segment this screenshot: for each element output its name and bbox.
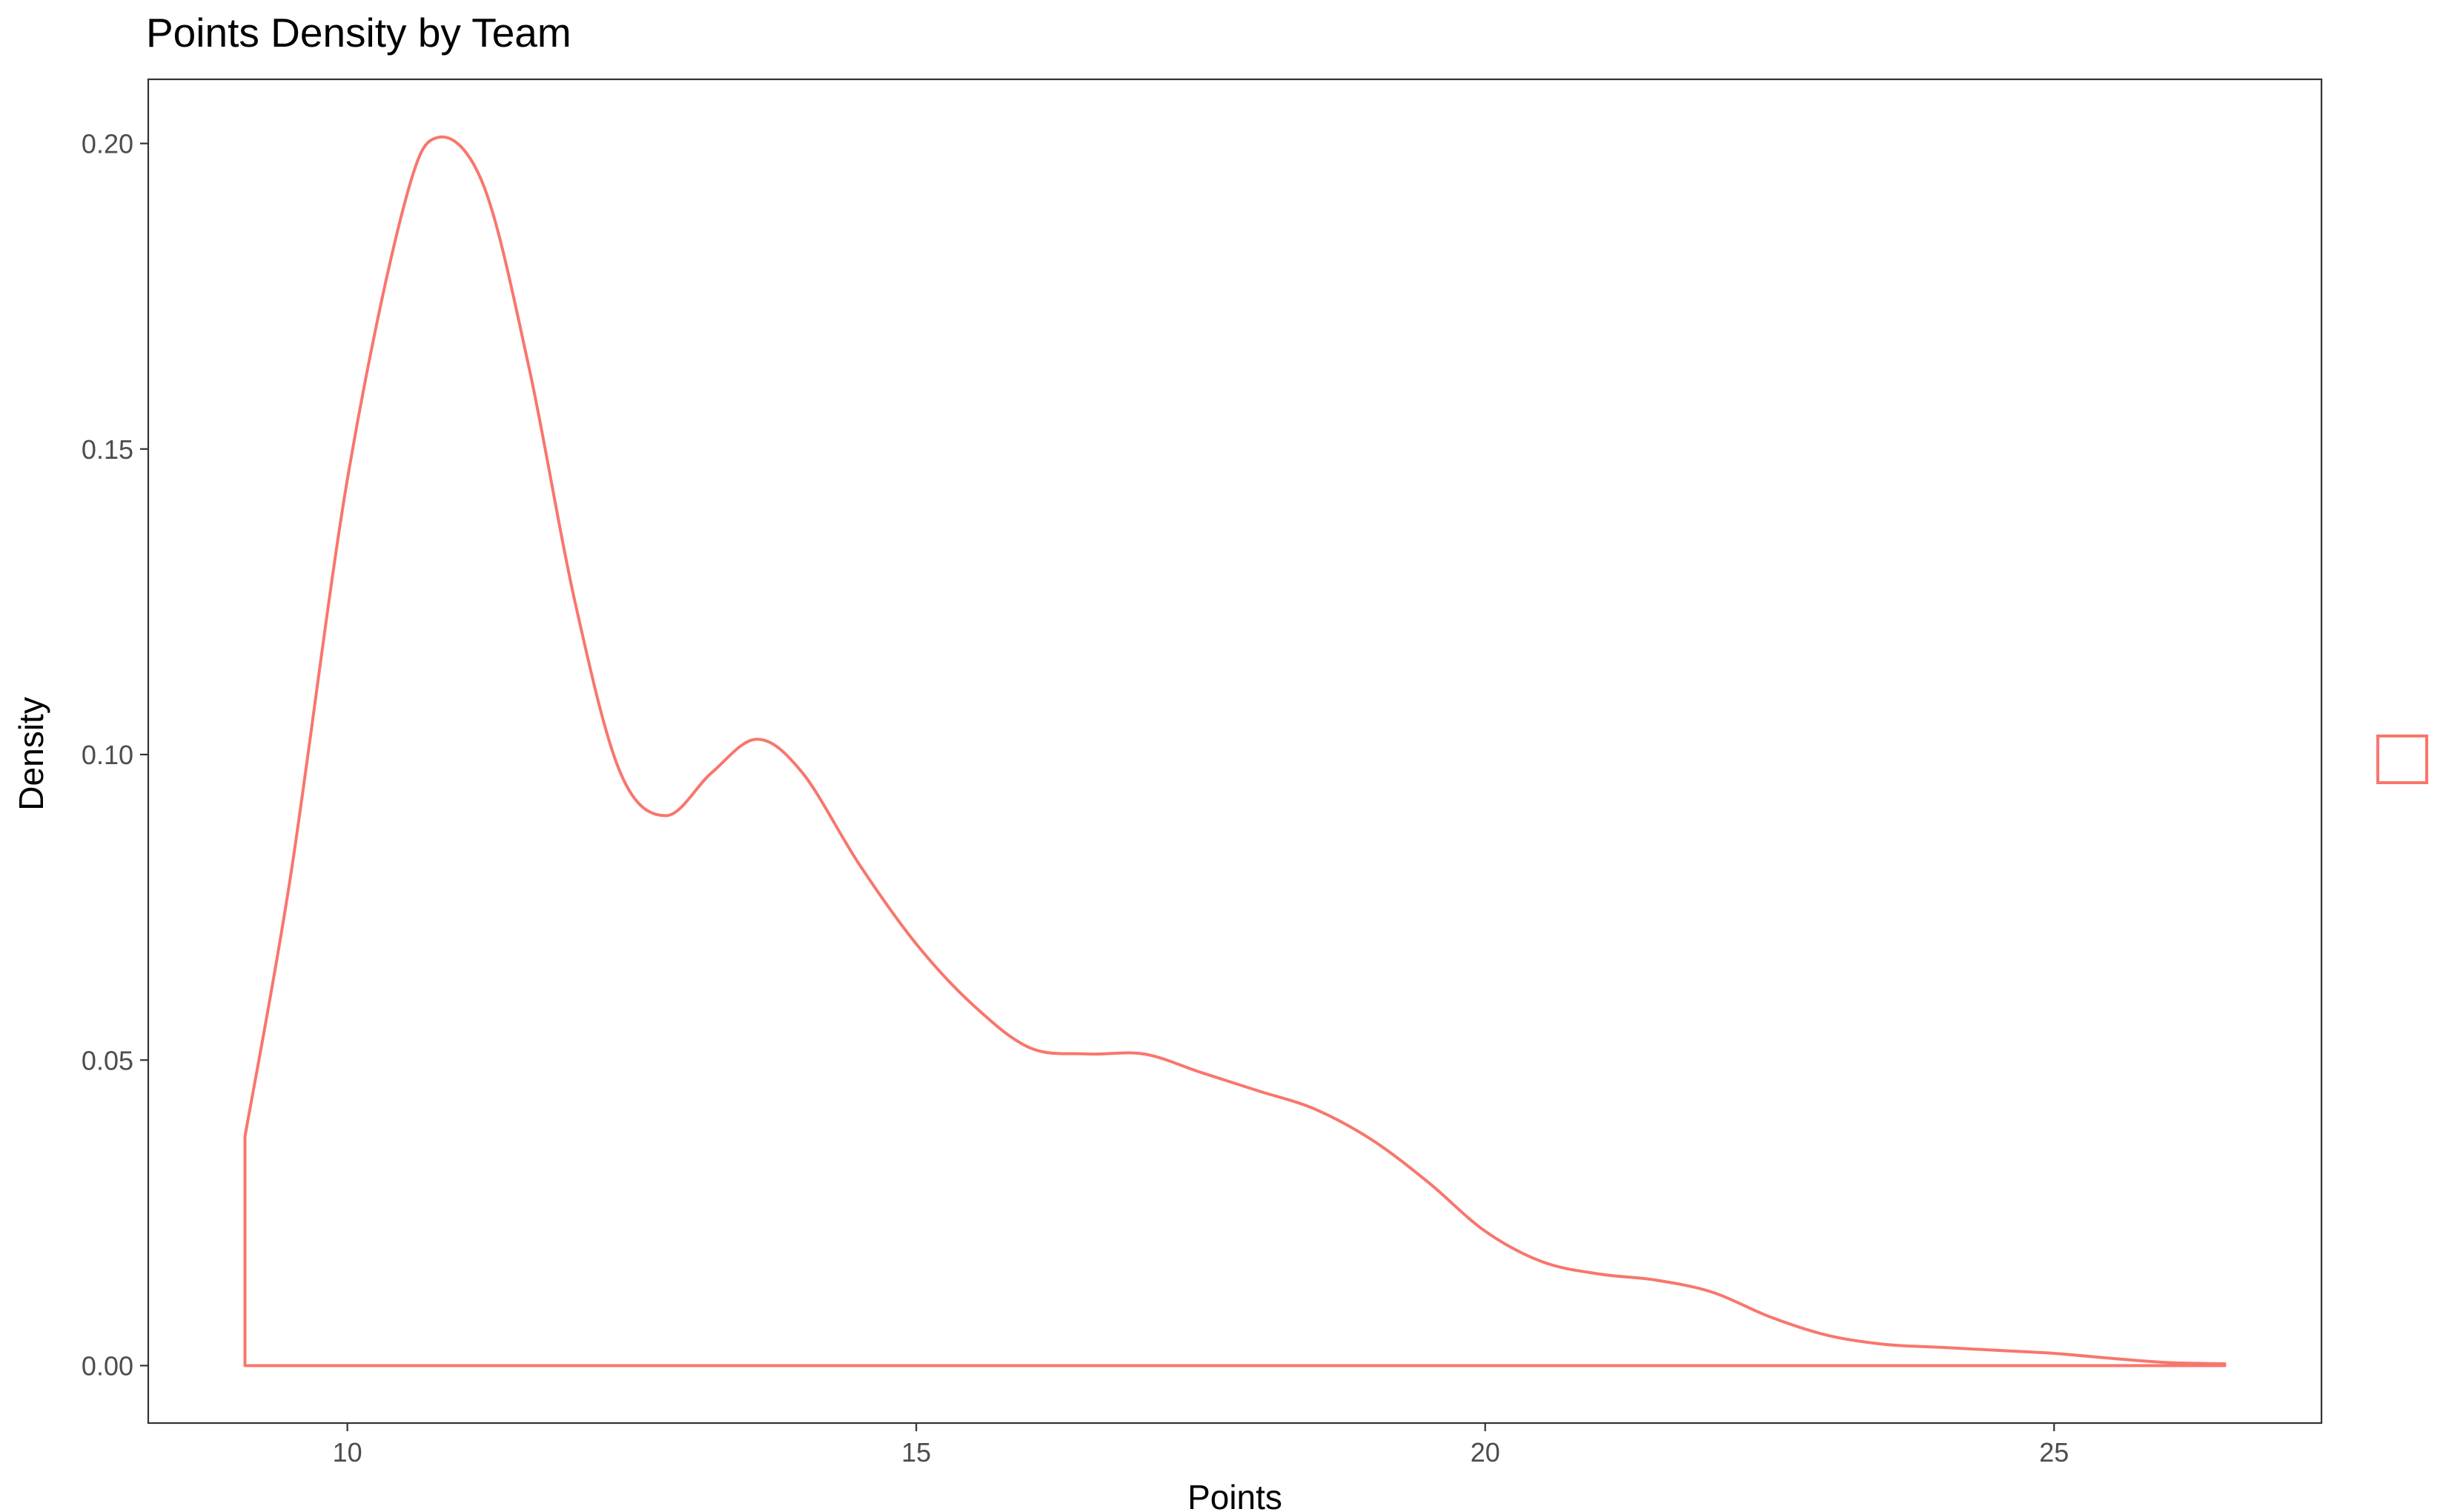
x-tick-label: 20: [1471, 1437, 1500, 1468]
y-tick-label: 0.05: [82, 1045, 133, 1075]
x-tick-label: 25: [2039, 1437, 2069, 1468]
legend-key-swatch: [2376, 735, 2428, 784]
plot-panel-border: [147, 78, 2323, 1425]
legend: [2376, 735, 2428, 784]
x-tick-label: 10: [333, 1437, 362, 1468]
y-tick-label: 0.20: [82, 129, 133, 159]
chart-title: Points Density by Team: [146, 10, 571, 56]
y-tick-label: 0.10: [82, 740, 133, 770]
y-tick-label: 0.15: [82, 434, 133, 465]
x-tick-label: 15: [901, 1437, 931, 1468]
y-tick-label: 0.00: [82, 1351, 133, 1382]
y-axis-label: Density: [12, 697, 50, 810]
y-axis: 0.00 0.05 0.10 0.15 0.20: [82, 129, 148, 1382]
density-curve-line: [243, 135, 2227, 1367]
x-axis-label: Points: [1187, 1478, 1282, 1512]
x-axis: 10 15 20 25: [333, 1423, 2069, 1468]
